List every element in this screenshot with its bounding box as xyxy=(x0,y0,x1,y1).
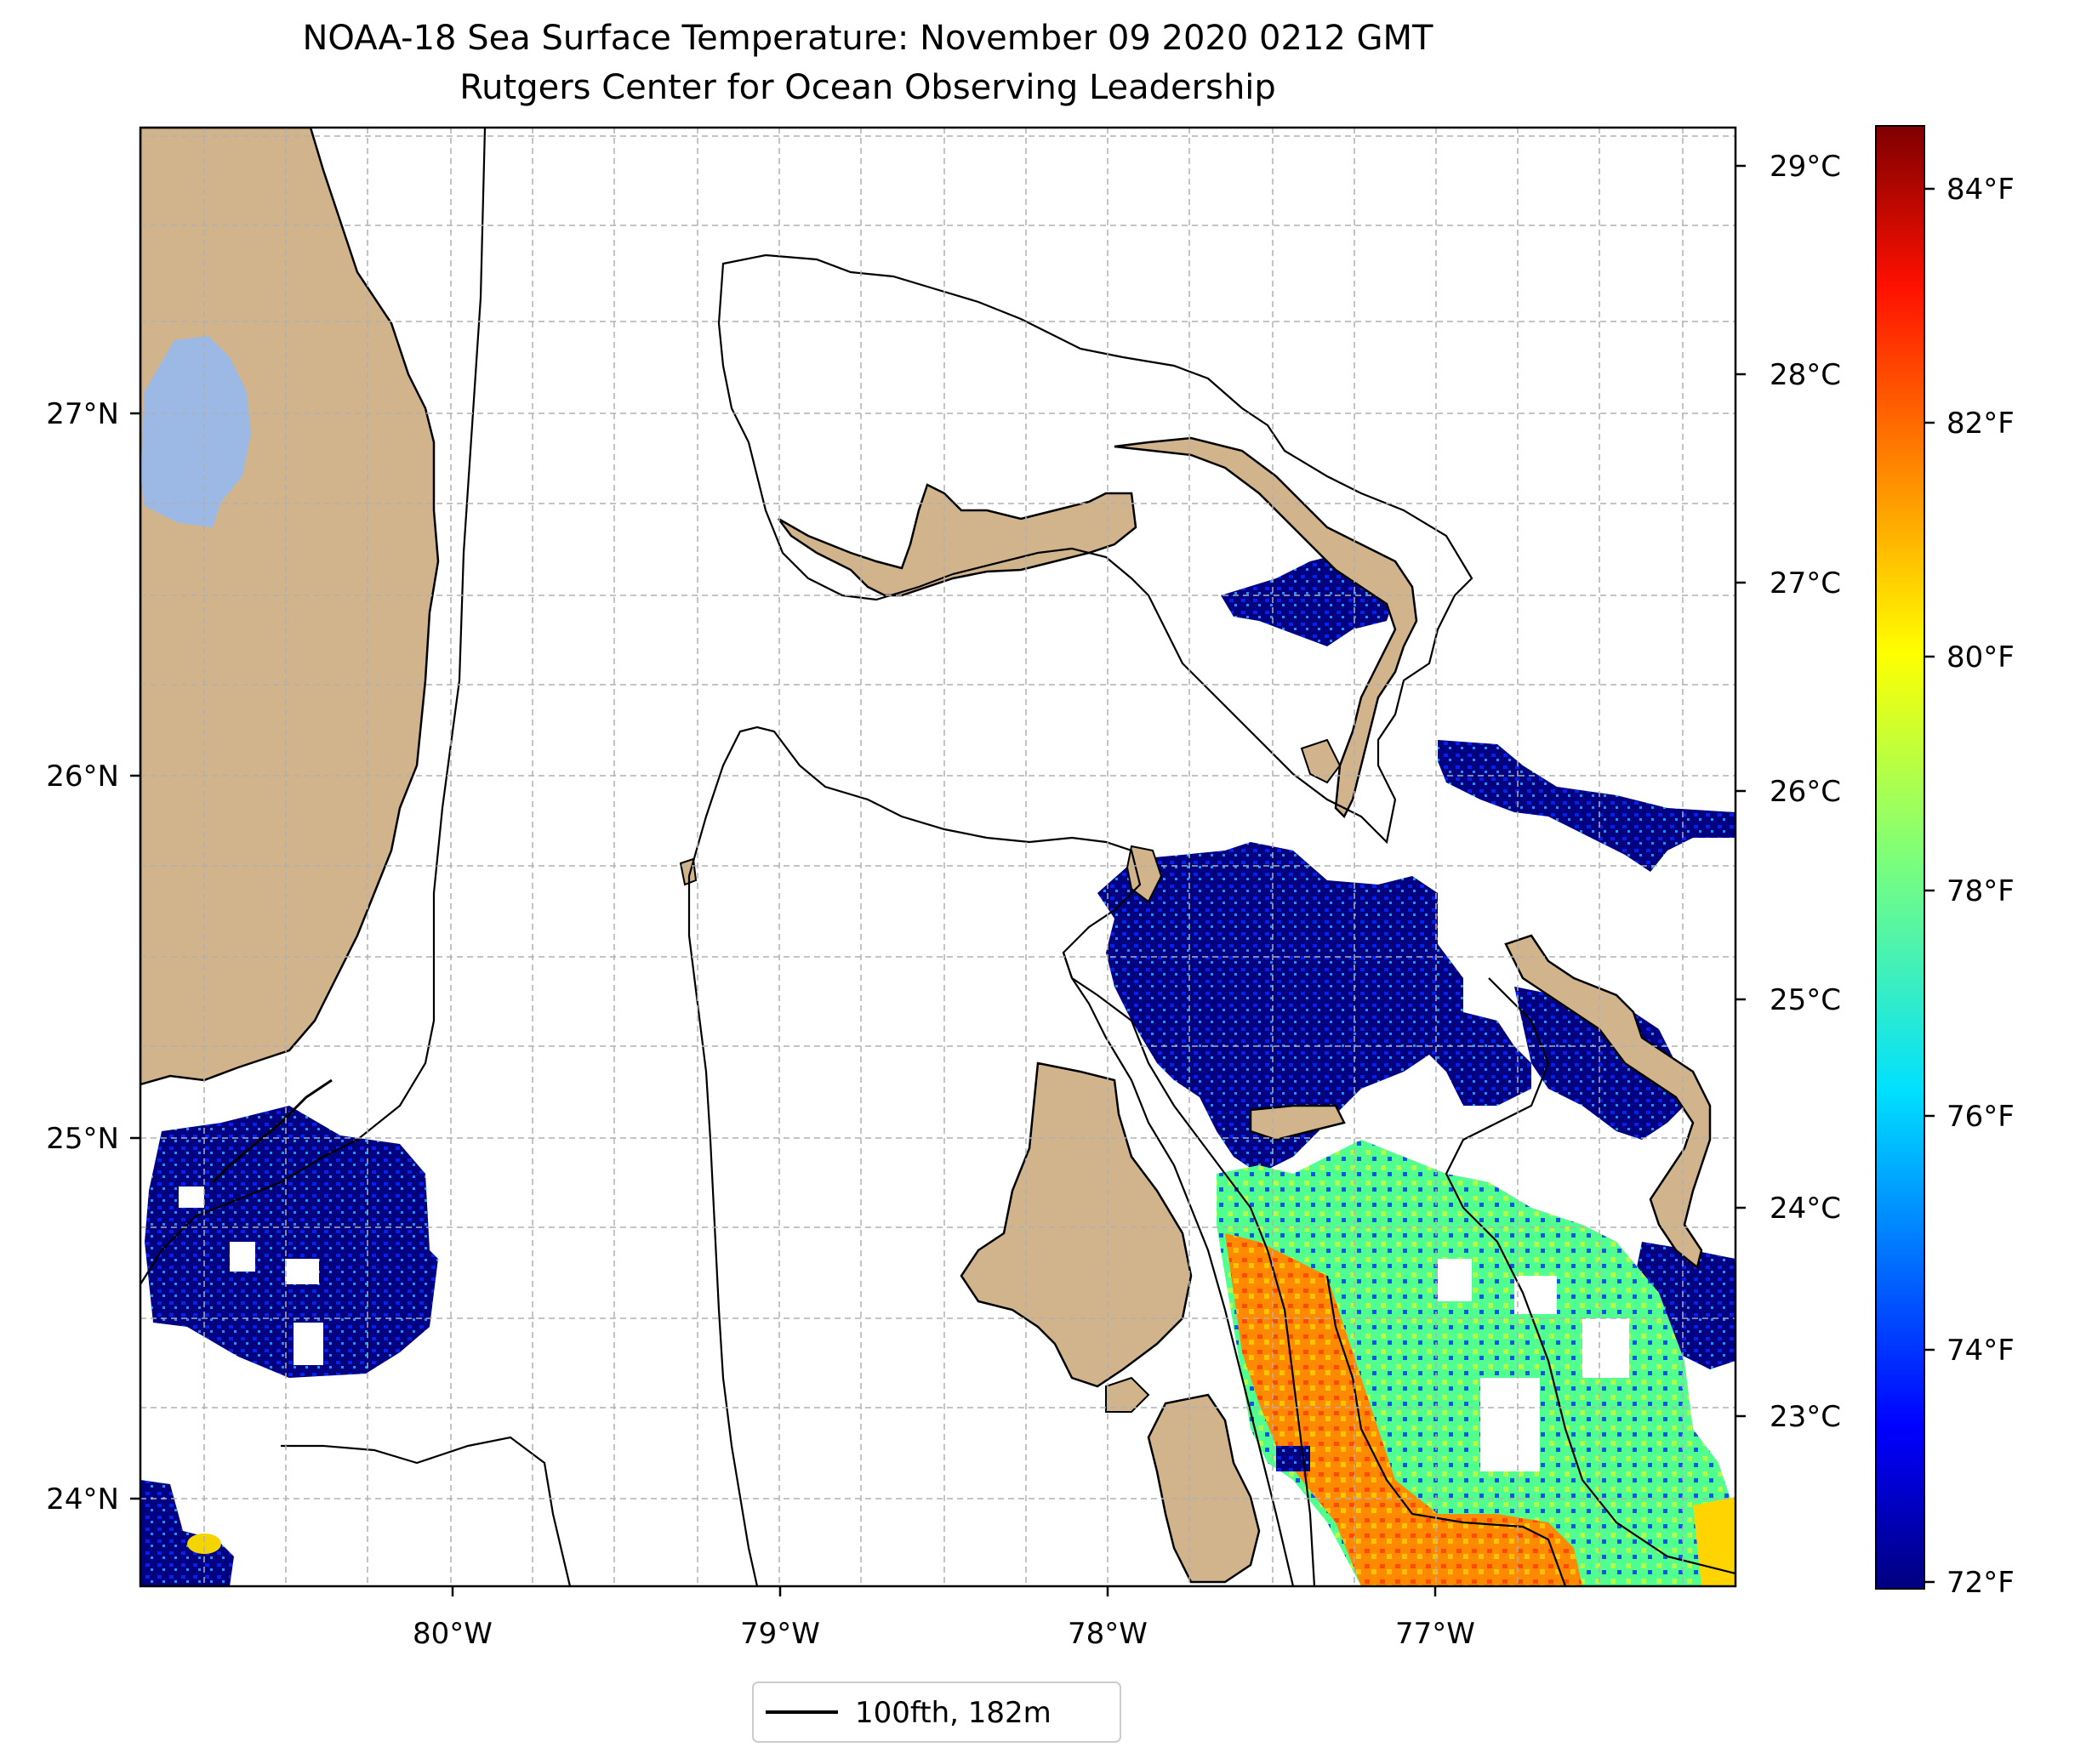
land-eleuthera xyxy=(1504,934,1712,1270)
land-andros xyxy=(960,1061,1193,1388)
fahrenheit-ticks xyxy=(1924,187,1935,1584)
legend: 100fth, 182m xyxy=(752,1681,1121,1743)
fahrenheit-tick-label: 80°F xyxy=(1946,640,2015,674)
map-gridlines xyxy=(140,128,1735,1586)
celsius-tick-label: 28°C xyxy=(1770,358,1841,392)
celsius-tick-label: 24°C xyxy=(1770,1192,1841,1226)
legend-label: 100fth, 182m xyxy=(855,1696,1052,1730)
land-abaco xyxy=(1114,436,1418,819)
celsius-ticks xyxy=(1735,164,1746,1418)
lon-tick-label: 80°W xyxy=(413,1617,493,1651)
chart-title: NOAA-18 Sea Surface Temperature: Novembe… xyxy=(302,19,1433,58)
fahrenheit-tick-label: 82°F xyxy=(1946,407,2015,441)
chart-subtitle: Rutgers Center for Ocean Observing Leade… xyxy=(459,68,1276,107)
lat-tick-label: 26°N xyxy=(46,760,119,794)
lat-tick-label: 25°N xyxy=(46,1122,119,1156)
isobath-100fth xyxy=(140,128,1735,1586)
lon-tick-label: 78°W xyxy=(1068,1617,1148,1651)
axis-ticks xyxy=(130,412,1437,1596)
land-grand-bahama xyxy=(778,483,1137,597)
celsius-tick-label: 26°C xyxy=(1770,775,1841,809)
celsius-tick-label: 23°C xyxy=(1770,1400,1841,1434)
fahrenheit-tick-label: 84°F xyxy=(1946,173,2015,207)
fahrenheit-tick-label: 72°F xyxy=(1946,1566,2015,1600)
sst-data-layer xyxy=(140,553,1735,1586)
celsius-tick-label: 27°C xyxy=(1770,566,1841,600)
lat-tick-label: 24°N xyxy=(46,1482,119,1516)
fahrenheit-tick-label: 76°F xyxy=(1946,1100,2015,1134)
colorbar xyxy=(1875,125,1925,1590)
lon-tick-label: 79°W xyxy=(740,1617,820,1651)
lake-okeechobee xyxy=(140,336,251,527)
celsius-tick-label: 25°C xyxy=(1770,983,1841,1017)
fahrenheit-tick-label: 78°F xyxy=(1946,874,2015,908)
celsius-tick-label: 29°C xyxy=(1770,150,1841,184)
fahrenheit-tick-label: 74°F xyxy=(1946,1334,2015,1368)
lat-tick-label: 27°N xyxy=(46,397,119,431)
map-frame xyxy=(139,126,1737,1588)
lon-tick-label: 77°W xyxy=(1395,1617,1475,1651)
